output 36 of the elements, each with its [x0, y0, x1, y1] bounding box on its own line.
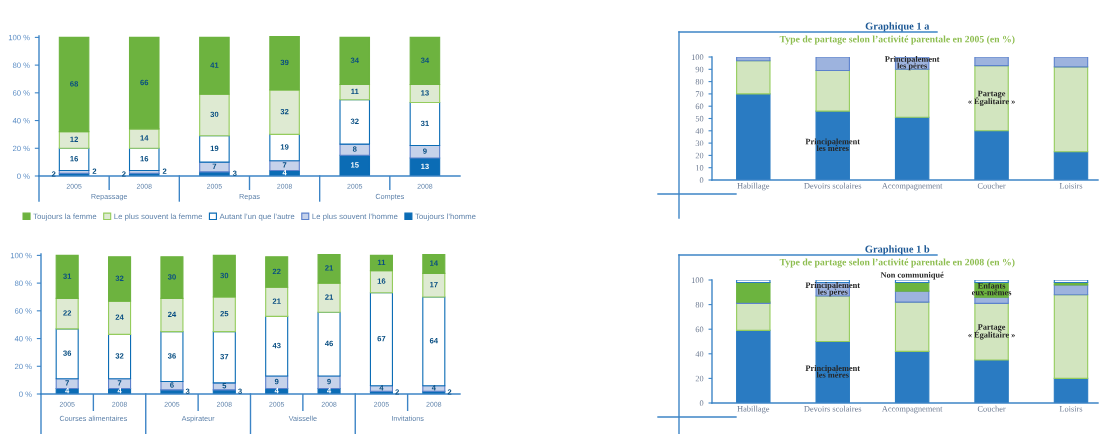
x-tick-label: Loisirs — [1059, 183, 1083, 189]
series-label: Principalement les pères — [884, 56, 940, 71]
chart-subtitle: Type de partage selon l’activité parentale en 2005 (en %) — [779, 35, 1015, 45]
x-tick-label: Coucher — [977, 182, 1006, 189]
y-tick-label: 40 — [695, 128, 704, 134]
chart-title: Graphique 1 a — [865, 22, 930, 32]
x-tick-label: Devoirs scolaires — [804, 182, 862, 189]
y-tick-label: 100 — [691, 54, 704, 60]
y-tick-label: 100 — [691, 277, 704, 283]
y-tick-label: 0 — [699, 177, 704, 183]
x-tick-label: Accompagnement — [881, 406, 943, 414]
x-tick-label: Devoirs scolaires — [804, 405, 862, 412]
y-tick-label: 40 — [695, 351, 704, 357]
chart-title: Graphique 1 b — [865, 245, 930, 255]
series-label: Partage « Égalitaire » — [968, 90, 1015, 106]
y-tick-label: 10 — [696, 165, 704, 171]
series-label: Non communiqué — [880, 271, 944, 280]
x-tick-label: Accompagnement — [881, 183, 943, 191]
x-tick-label: Coucher — [977, 405, 1006, 412]
y-tick-label: 80 — [695, 301, 704, 308]
x-tick-label: Habillage — [737, 182, 770, 191]
y-tick-label: 70 — [695, 91, 704, 97]
y-tick-label: 60 — [695, 326, 704, 333]
y-tick-label: 60 — [695, 103, 704, 110]
y-tick-label: 20 — [695, 375, 704, 382]
y-tick-label: 20 — [695, 152, 704, 159]
y-tick-label: 80 — [695, 78, 704, 85]
y-tick-label: 90 — [695, 66, 704, 73]
x-tick-label: Loisirs — [1059, 406, 1083, 412]
y-tick-label: 0 — [699, 400, 704, 406]
chart-subtitle: Type de partage selon l’activité parentale en 2008 (en %) — [779, 258, 1015, 268]
x-tick-label: Habillage — [737, 405, 770, 414]
y-tick-label: 50 — [695, 115, 704, 122]
y-tick-label: 30 — [695, 140, 704, 147]
series-label: Partage « Égalitaire » — [968, 324, 1015, 340]
series-label: Principalement les pères — [805, 282, 860, 297]
